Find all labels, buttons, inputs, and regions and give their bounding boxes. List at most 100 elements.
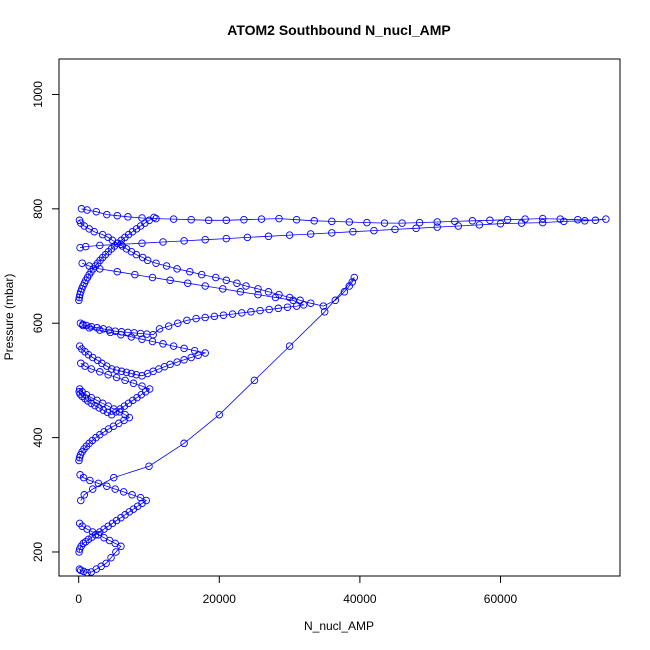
data-point [138, 382, 146, 390]
data-point [187, 353, 195, 362]
data-point [331, 296, 340, 305]
data-point [503, 215, 512, 224]
data-point [257, 215, 266, 223]
data-point [289, 296, 297, 305]
data-point [75, 456, 83, 465]
data-point [79, 321, 87, 330]
data-point [348, 278, 356, 286]
data-point [538, 218, 547, 227]
data-point [242, 282, 250, 290]
data-point [328, 217, 336, 226]
data-point [127, 333, 136, 341]
data-point [210, 312, 219, 321]
data-point [299, 301, 308, 309]
data-point [142, 496, 150, 505]
data-point [275, 214, 283, 223]
data-point [103, 210, 111, 219]
data-point [310, 217, 318, 225]
data-point [77, 359, 85, 368]
data-point [113, 267, 122, 276]
data-point [136, 493, 145, 502]
series-2 [76, 205, 610, 252]
data-point [264, 288, 273, 296]
data-point [222, 276, 231, 285]
x-tick-label: 40000 [343, 592, 377, 606]
data-point [162, 262, 171, 270]
data-point [112, 366, 121, 374]
data-point [173, 265, 181, 273]
data-point [131, 270, 139, 279]
series-7 [75, 385, 134, 465]
data-point [99, 325, 108, 333]
data-point [349, 227, 357, 236]
data-point [233, 279, 241, 287]
data-point [602, 215, 610, 223]
data-point [79, 567, 88, 576]
data-point [78, 259, 86, 267]
data-point [340, 288, 349, 296]
data-point [132, 370, 141, 379]
data-point [292, 302, 301, 310]
data-point [180, 344, 188, 353]
data-point [128, 227, 137, 236]
y-tick-label: 600 [31, 313, 45, 333]
data-point [117, 367, 126, 376]
data-point [148, 273, 157, 282]
data-point [110, 473, 118, 482]
data-point [380, 219, 389, 227]
data-point [243, 233, 252, 242]
data-point [454, 222, 463, 230]
data-point [236, 288, 245, 296]
x-axis: 0 20000 40000 60000 [75, 575, 517, 606]
data-point [155, 325, 164, 333]
data-point [345, 218, 354, 226]
series-layer [75, 205, 610, 576]
series-line [79, 523, 122, 574]
data-point [115, 408, 124, 416]
x-tick-label: 0 [75, 592, 82, 606]
data-point [201, 349, 209, 357]
data-point [173, 358, 181, 366]
data-point [166, 276, 174, 285]
data-point [250, 376, 259, 385]
data-point [283, 303, 292, 311]
data-point [190, 346, 199, 355]
data-point [122, 368, 131, 377]
data-point [306, 299, 315, 307]
x-tick-label: 20000 [203, 592, 237, 606]
data-point [433, 223, 441, 231]
data-point [274, 304, 283, 313]
data-point [83, 206, 91, 214]
data-point [152, 259, 160, 267]
data-point [75, 296, 83, 305]
data-point [370, 226, 378, 235]
data-point [222, 216, 231, 225]
data-point [112, 373, 121, 382]
data-point [285, 231, 294, 239]
data-point [271, 293, 280, 302]
y-tick-label: 1000 [31, 81, 45, 108]
data-point [124, 213, 132, 221]
data-point [164, 322, 173, 330]
data-point [240, 215, 248, 224]
data-point [265, 305, 273, 314]
data-point [591, 216, 600, 225]
data-point [228, 310, 237, 318]
y-tick-label: 200 [31, 542, 45, 562]
series-line [79, 325, 207, 377]
data-point [247, 308, 255, 316]
data-point [186, 267, 194, 276]
data-point [150, 213, 158, 222]
data-point [159, 340, 167, 348]
data-point [517, 219, 526, 227]
data-point [174, 319, 182, 327]
data-point [112, 548, 120, 556]
series-line [80, 208, 606, 249]
data-point [201, 235, 209, 244]
data-point [111, 485, 119, 493]
x-axis-label: N_nucl_AMP [304, 619, 374, 633]
data-point [180, 237, 188, 245]
data-point [119, 488, 128, 496]
data-point [107, 365, 116, 373]
data-point [117, 330, 125, 339]
